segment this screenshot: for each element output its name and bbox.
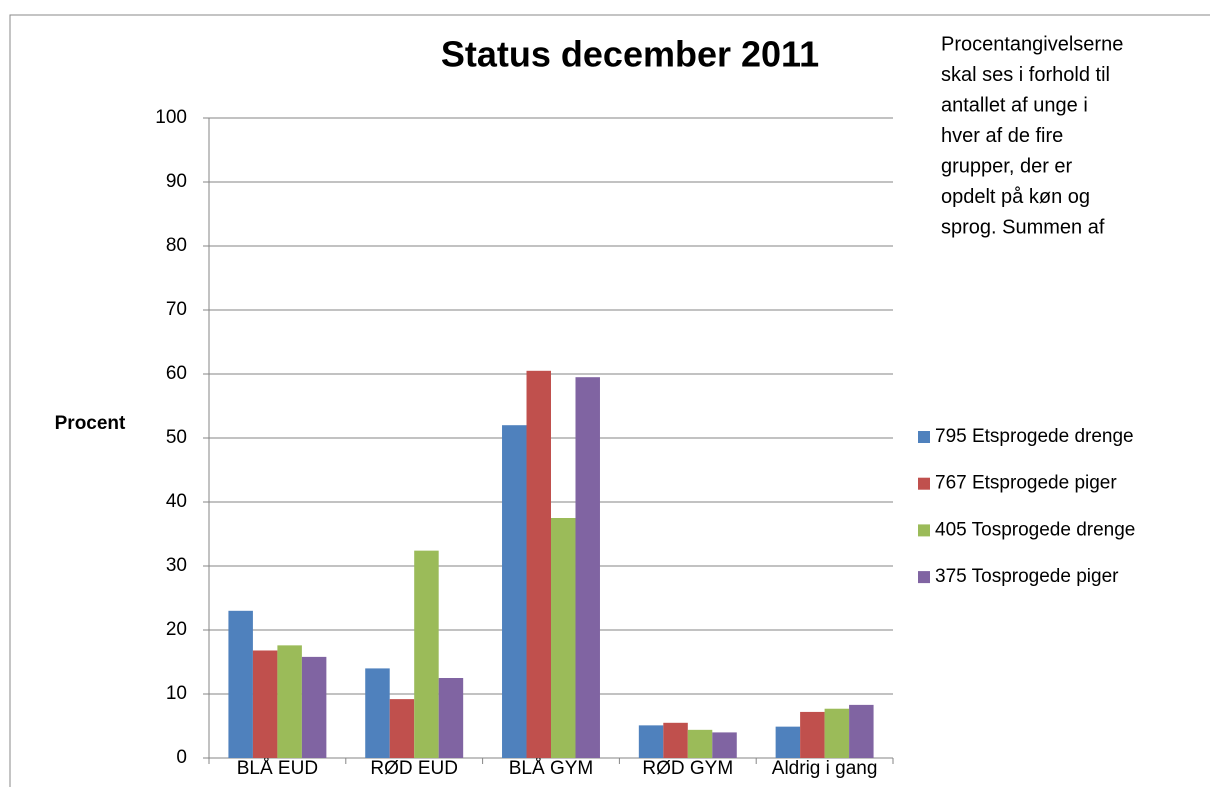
x-tick-label: RØD GYM [642, 758, 733, 779]
y-tick-label: 50 [166, 427, 187, 448]
y-tick-label: 20 [166, 619, 187, 640]
chart-title: Status december 2011 [441, 34, 819, 75]
bar [277, 645, 302, 758]
legend-label: 405 Tosprogede drenge [935, 519, 1135, 540]
annotation: antallet af unge i [941, 94, 1088, 116]
y-tick-label: 40 [166, 491, 187, 512]
bar [228, 610, 253, 758]
y-tick-label: 30 [166, 555, 187, 576]
bar [414, 550, 439, 758]
legend-label: 795 Etsprogede drenge [935, 426, 1134, 447]
legend-swatch [918, 571, 930, 584]
y-tick-label: 80 [166, 235, 187, 256]
bar [301, 656, 327, 758]
legend-swatch [918, 431, 930, 443]
x-tick-label: BLÅ EUD [237, 758, 318, 779]
bar [824, 708, 850, 758]
legend-label: 767 Etsprogede piger [935, 473, 1117, 494]
y-tick-label: 60 [166, 363, 187, 384]
bar [502, 425, 527, 758]
bar [849, 704, 874, 758]
y-axis-label: Procent [55, 413, 126, 434]
bar [252, 650, 278, 758]
legend-swatch [918, 477, 930, 490]
annotation: Procentangivelserne [941, 33, 1123, 55]
legend-label: 375 Tosprogede piger [935, 566, 1119, 587]
bar [687, 729, 713, 758]
y-tick-label: 10 [166, 683, 187, 704]
bar [551, 518, 576, 758]
y-tick-label: 70 [166, 299, 187, 320]
bar [712, 732, 737, 758]
annotation: skal ses i forhold til [941, 64, 1110, 86]
y-tick-label: 90 [166, 171, 187, 192]
y-tick-label: 0 [176, 747, 187, 768]
x-tick-label: Aldrig i gang [772, 758, 878, 779]
chart-border [9, 14, 1210, 787]
annotation: opdelt på køn og [941, 186, 1090, 208]
y-tick-label: 100 [155, 107, 187, 128]
bar [575, 377, 600, 758]
bar [800, 711, 825, 758]
legend-swatch [918, 524, 930, 537]
annotation: grupper, der er [941, 155, 1073, 177]
bar [638, 725, 664, 758]
bar [389, 699, 415, 758]
annotation: hver af de fire [941, 125, 1063, 147]
bar [663, 722, 688, 758]
x-tick-label: RØD EUD [370, 758, 458, 779]
bar [775, 726, 801, 758]
bar [365, 668, 390, 758]
bar [526, 370, 551, 758]
annotation: sprog. Summen af [941, 216, 1105, 238]
x-tick-label: BLÅ GYM [509, 758, 593, 779]
bar [438, 678, 464, 758]
